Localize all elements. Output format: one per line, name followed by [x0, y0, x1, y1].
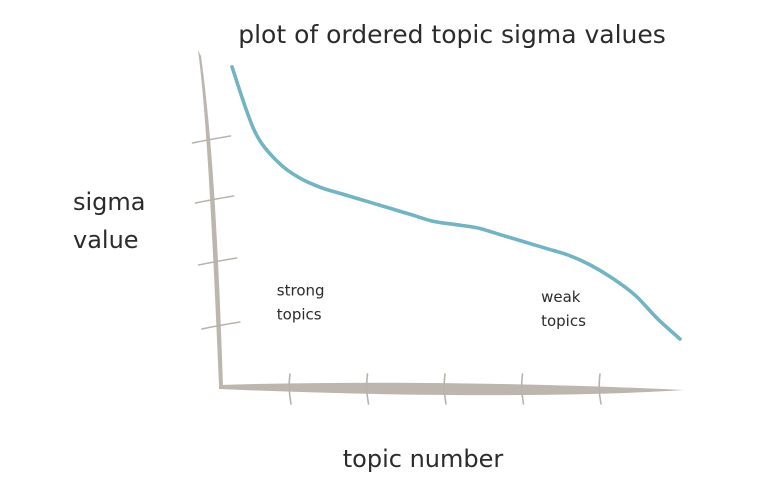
x-axis-tick [520, 373, 525, 405]
x-axis-tick [598, 373, 602, 405]
x-axis [219, 373, 684, 405]
annotation-weak-line-2: topics [541, 312, 586, 330]
annotation-weak-line-1: weak [541, 288, 581, 306]
y-axis-tick [191, 135, 232, 144]
y-axis-label-line-1: sigma [73, 188, 146, 216]
annotation-strong-line-2: topics [277, 305, 322, 323]
y-axis [191, 50, 241, 386]
x-axis-stroke [219, 382, 684, 396]
x-axis-tick [365, 373, 370, 405]
y-axis-stroke [198, 50, 223, 386]
annotation-weak-topics: weak topics [541, 288, 586, 330]
y-axis-tick [197, 257, 238, 266]
x-axis-label: topic number [343, 445, 504, 473]
annotation-strong-topics: strong topics [277, 281, 325, 323]
y-axis-tick [194, 195, 235, 204]
y-axis-label-line-2: value [73, 226, 139, 254]
chart-title: plot of ordered topic sigma values [238, 20, 666, 49]
annotation-strong-line-1: strong [277, 281, 325, 299]
y-axis-tick [201, 321, 241, 330]
x-axis-tick [288, 373, 292, 405]
x-axis-tick [443, 373, 447, 405]
sigma-curve [230, 65, 682, 341]
